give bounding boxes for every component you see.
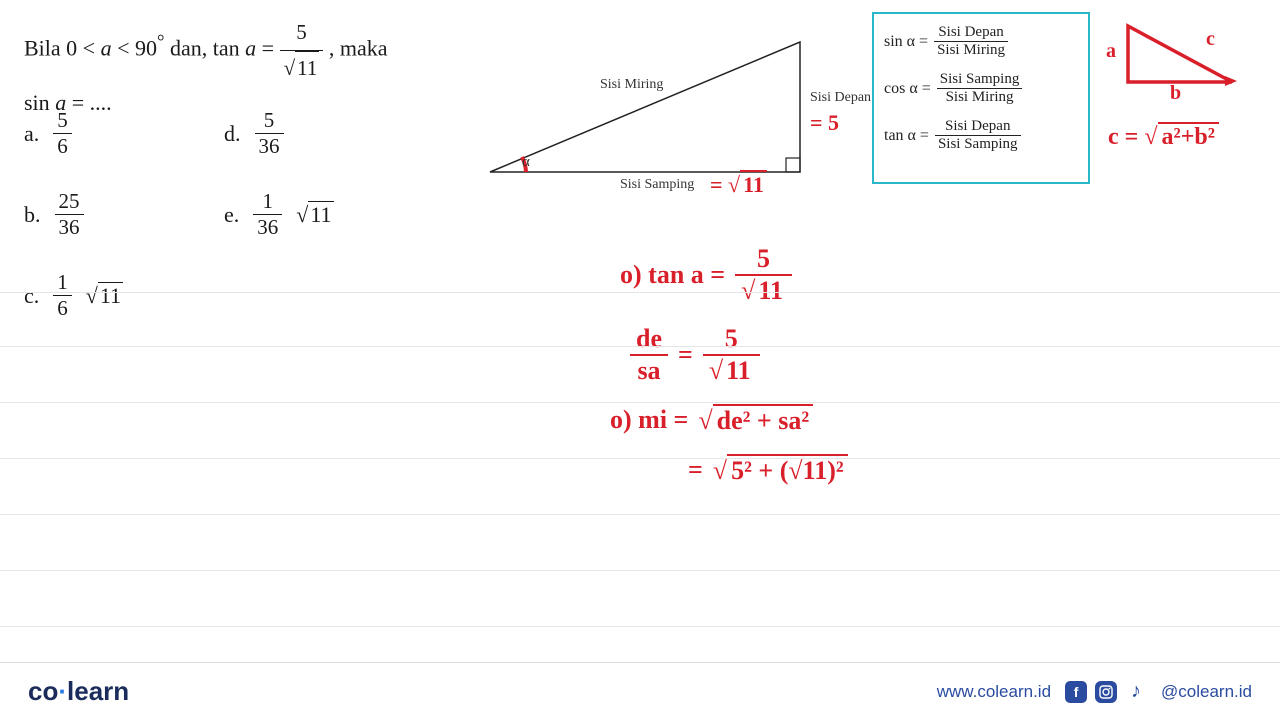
rule-line: [0, 458, 1280, 459]
numerator: 5: [280, 16, 324, 51]
option-d: d. 536: [224, 108, 434, 159]
option-b: b. 2536: [24, 189, 214, 240]
page: Bila 0 < a < 90° dan, tan a = 5 11 , mak…: [0, 0, 1280, 720]
logo-dot: ·: [58, 676, 67, 706]
q-var: a: [245, 36, 256, 61]
label-opposite: Sisi Depan: [810, 90, 871, 106]
tiktok-icon[interactable]: ♪: [1125, 681, 1147, 703]
footer-handle[interactable]: @colearn.id: [1161, 682, 1252, 702]
label-adjacent: Sisi Samping: [620, 177, 694, 193]
footer-right: www.colearn.id f ♪ @colearn.id: [937, 681, 1252, 703]
option-label: a.: [24, 121, 39, 147]
question-line1: Bila 0 < a < 90° dan, tan a = 5 11 , mak…: [24, 16, 464, 85]
logo-learn: learn: [67, 676, 129, 706]
q-text: < 90: [112, 36, 157, 61]
denominator: 11: [280, 51, 324, 86]
instagram-icon[interactable]: [1095, 681, 1117, 703]
option-c: c. 16 11: [24, 270, 214, 321]
label-adjacent-value: = √11: [710, 172, 767, 198]
rule-line: [0, 514, 1280, 515]
formula-cos: cos α = Sisi SampingSisi Miring: [884, 71, 1078, 106]
option-a: a. 56: [24, 108, 214, 159]
logo: co·learn: [28, 676, 129, 707]
triangle-svg: [480, 22, 860, 192]
formula-sin: sin α = Sisi DepanSisi Miring: [884, 24, 1078, 59]
work-line-1: o) tan a = 5√11: [620, 244, 1220, 306]
fraction: 5 11: [280, 16, 324, 85]
label-opposite-value: = 5: [810, 110, 839, 136]
rule-line: [0, 292, 1280, 293]
q-var: a: [101, 36, 112, 61]
mini-label-a: a: [1106, 40, 1116, 63]
q-text: , maka: [329, 36, 388, 61]
rule-line: [0, 626, 1280, 627]
formula-box: sin α = Sisi DepanSisi Miring cos α = Si…: [872, 12, 1090, 184]
facebook-icon[interactable]: f: [1065, 681, 1087, 703]
option-e: e. 136 11: [224, 189, 434, 240]
footer: co·learn www.colearn.id f ♪ @colearn.id: [0, 662, 1280, 720]
work-line-2: desa = 5√11: [630, 324, 1220, 386]
footer-url[interactable]: www.colearn.id: [937, 682, 1051, 702]
rule-line: [0, 402, 1280, 403]
mini-label-c: c: [1206, 28, 1215, 51]
option-label: b.: [24, 202, 41, 228]
label-alpha: α: [522, 154, 530, 171]
social-icons: f ♪: [1065, 681, 1147, 703]
option-label: c.: [24, 283, 39, 309]
triangle-diagram: Sisi Miring Sisi Depan = 5 Sisi Samping …: [480, 22, 880, 212]
option-label: e.: [224, 202, 239, 228]
rule-line: [0, 570, 1280, 571]
q-text: Bila 0 <: [24, 36, 101, 61]
option-label: d.: [224, 121, 241, 147]
question-block: Bila 0 < a < 90° dan, tan a = 5 11 , mak…: [24, 16, 464, 120]
mini-triangle: a b c: [1110, 14, 1250, 104]
formula-tan: tan α = Sisi DepanSisi Samping: [884, 118, 1078, 153]
options-grid: a. 56 d. 536 b. 2536 e. 136 11 c. 16 11: [24, 108, 434, 321]
work-line-3: o) mi = √de² + sa²: [610, 404, 1220, 436]
label-hypotenuse: Sisi Miring: [600, 77, 663, 93]
pythagoras-formula: c = √a²+b²: [1108, 122, 1219, 151]
q-eq: =: [256, 36, 279, 61]
q-text: dan, tan: [164, 36, 245, 61]
rule-line: [0, 346, 1280, 347]
logo-co: co: [28, 676, 58, 706]
handwritten-work: o) tan a = 5√11 desa = 5√11 o) mi = √de²…: [520, 244, 1220, 504]
mini-label-b: b: [1170, 82, 1181, 105]
